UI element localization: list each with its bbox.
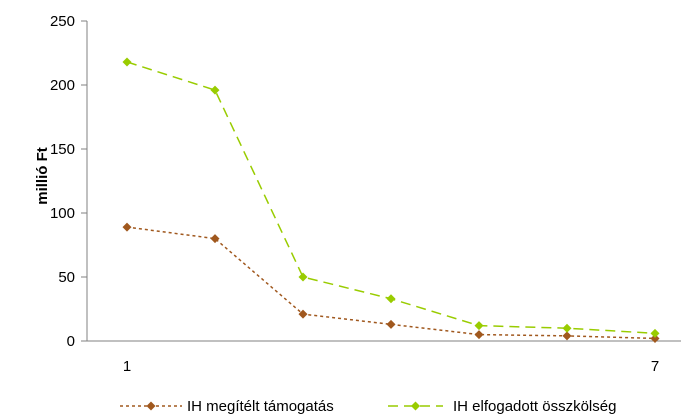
data-point <box>650 333 660 343</box>
legend-label-1: IH megítélt támogatás <box>187 398 334 414</box>
data-point <box>122 222 132 232</box>
data-point <box>474 321 484 331</box>
data-point <box>210 234 220 244</box>
data-point <box>562 331 572 341</box>
legend-marker-1 <box>146 401 156 411</box>
x-tick-label: 1 <box>123 358 131 375</box>
data-point <box>298 309 308 319</box>
legend: IH megítélt támogatás IH elfogadott összk… <box>120 398 616 414</box>
data-point <box>210 85 220 95</box>
y-ticks: 0 50 100 150 200 250 <box>50 13 87 350</box>
y-tick-label: 100 <box>50 205 75 222</box>
y-tick-label: 150 <box>50 141 75 158</box>
data-point <box>122 57 132 67</box>
y-tick-label: 200 <box>50 77 75 94</box>
series-line-2 <box>126 61 656 335</box>
legend-label-2: IH elfogadott összkölség <box>453 398 616 414</box>
data-point <box>650 328 660 338</box>
data-point <box>386 294 396 304</box>
data-point <box>562 323 572 333</box>
y-tick-label: 50 <box>58 269 75 286</box>
axes <box>86 21 681 342</box>
x-tick-label: 7 <box>651 358 659 375</box>
data-point <box>474 330 484 340</box>
data-point <box>386 319 396 329</box>
data-point <box>298 272 308 282</box>
series-group <box>122 57 660 343</box>
legend-marker-2 <box>411 401 420 411</box>
y-axis-title-group: millió Ft <box>34 147 51 205</box>
y-tick-label: 0 <box>67 333 75 350</box>
y-tick-label: 250 <box>50 13 75 30</box>
y-axis-title: millió Ft <box>34 147 51 205</box>
